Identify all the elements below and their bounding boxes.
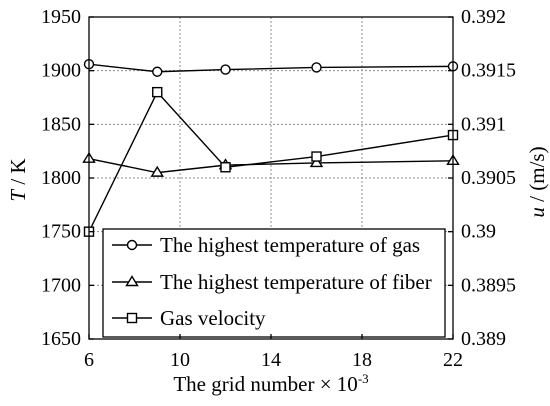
axis-tick-labels: 1650 1700 1750 1800 1850 1900 1950 0.389 0.3895 0… xyxy=(41,6,516,371)
x-axis-tick-label: 6 xyxy=(84,349,94,371)
gas-velocity-point xyxy=(152,86,163,98)
y-axis-tick-label: 1950 xyxy=(41,6,81,28)
axis-ticks xyxy=(88,16,454,340)
triangle-marker-icon xyxy=(125,275,139,287)
gas-velocity-point xyxy=(220,162,231,173)
the-highest-temperature-of-gas-point xyxy=(152,66,163,77)
data-series xyxy=(82,59,460,237)
secondary-y-axis-tick-label: 0.39 xyxy=(461,221,496,243)
secondary-y-axis-tick-label: 0.3915 xyxy=(461,60,516,82)
secondary-y-axis-tick-label: 0.392 xyxy=(461,6,506,28)
secondary-y-axis-label: u / (m/s) xyxy=(525,146,549,217)
y-axis-tick-label: 1800 xyxy=(41,167,81,189)
y-axis-label-symbol: T xyxy=(6,189,30,202)
y-axis-tick-label: 1650 xyxy=(41,328,81,350)
y-axis-tick-label: 1700 xyxy=(41,274,81,296)
x-axis-tick-label: 18 xyxy=(352,349,372,371)
the-highest-temperature-of-fiber-point xyxy=(150,165,164,177)
the-highest-temperature-of-gas-point xyxy=(311,62,322,73)
circle-marker-icon xyxy=(126,239,138,251)
x-axis-tick-label: 14 xyxy=(261,349,281,371)
x-axis-tick-label: 22 xyxy=(443,349,463,371)
gas-velocity-point xyxy=(311,151,322,162)
the-highest-temperature-of-gas-point xyxy=(220,64,231,75)
y-axis-tick-label: 1750 xyxy=(41,221,81,243)
y-axis-label-unit: / K xyxy=(6,158,30,190)
square-marker-icon xyxy=(126,312,138,324)
x-axis-label: The grid number × 10-3 xyxy=(173,371,368,396)
legend-label: The highest temperature of gas xyxy=(160,233,420,257)
y-axis-tick-label: 1900 xyxy=(41,60,81,82)
legend-label: The highest temperature of fiber xyxy=(160,270,432,294)
legend-entry-fiber-temperature: The highest temperature of fiber xyxy=(112,270,432,294)
secondary-y-axis-tick-label: 0.389 xyxy=(461,328,506,350)
secondary-y-axis-tick-label: 0.391 xyxy=(461,113,506,135)
legend-entry-gas-temperature: The highest temperature of gas xyxy=(112,233,420,257)
legend-label: Gas velocity xyxy=(160,306,266,330)
y-axis-tick-label: 1850 xyxy=(41,113,81,135)
legend-box xyxy=(102,228,446,338)
x-axis-label-text: The grid number × 10 xyxy=(173,372,357,396)
legend: The highest temperature of gas The highe… xyxy=(102,228,446,338)
the-highest-temperature-of-fiber-point xyxy=(309,156,324,168)
y-axis-label: T / K xyxy=(6,158,30,201)
x-axis-tick-label: 10 xyxy=(170,349,190,371)
legend-entry-gas-velocity: Gas velocity xyxy=(112,306,266,330)
secondary-y-axis-tick-label: 0.3895 xyxy=(461,274,516,296)
secondary-y-axis-label-unit: / (m/s) xyxy=(525,146,549,207)
secondary-y-axis-label-symbol: u xyxy=(525,207,549,218)
x-axis-label-exponent: -3 xyxy=(358,371,369,386)
secondary-y-axis-tick-label: 0.3905 xyxy=(461,167,516,189)
